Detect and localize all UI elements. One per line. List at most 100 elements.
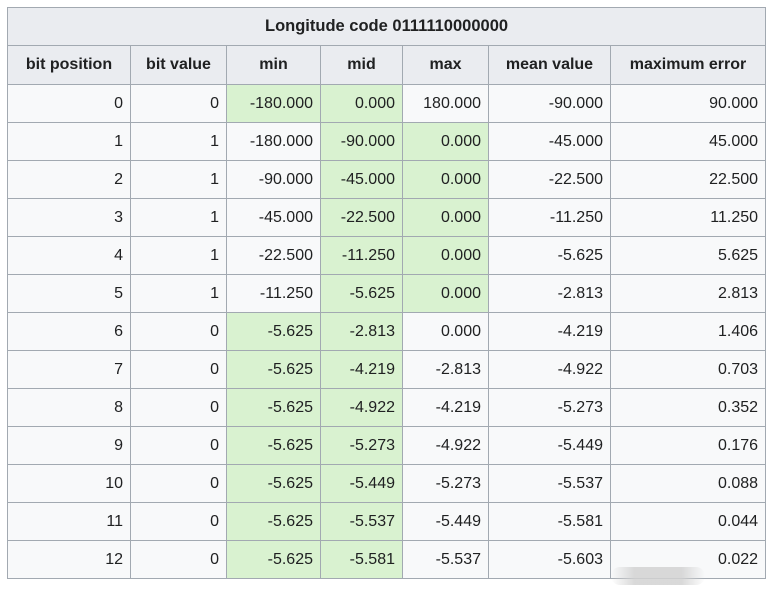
min-cell: -11.250	[226, 274, 321, 313]
header-min: min	[226, 45, 321, 85]
mean-value-cell: -22.500	[488, 160, 611, 199]
bit-position-cell: 12	[7, 540, 131, 579]
mean-value-cell: -5.537	[488, 464, 611, 503]
min-cell: -180.000	[226, 122, 321, 161]
max-cell: 0.000	[402, 122, 489, 161]
table-row: 1 1 -180.000 -90.000 0.000 -45.000 45.000	[7, 122, 767, 161]
maximum-error-cell: 2.813	[609, 274, 767, 313]
maximum-error-cell: 0.703	[609, 350, 767, 389]
mid-cell: -5.537	[320, 502, 403, 541]
table-row: 9 0 -5.625 -5.273 -4.922 -5.449 0.176	[7, 426, 767, 465]
min-cell: -22.500	[226, 236, 321, 275]
bit-position-cell: 1	[7, 122, 131, 161]
table-row: 7 0 -5.625 -4.219 -2.813 -4.922 0.703	[7, 350, 767, 389]
mid-cell: -5.449	[320, 464, 403, 503]
bit-position-cell: 2	[7, 160, 131, 199]
bit-position-cell: 8	[7, 388, 131, 427]
table-row: 6 0 -5.625 -2.813 0.000 -4.219 1.406	[7, 312, 767, 351]
bit-position-cell: 6	[7, 312, 131, 351]
min-cell: -5.625	[226, 502, 321, 541]
bit-position-cell: 9	[7, 426, 131, 465]
max-cell: -5.449	[402, 502, 489, 541]
bit-value-cell: 0	[130, 502, 227, 541]
mean-value-cell: -45.000	[488, 122, 611, 161]
bit-position-cell: 11	[7, 502, 131, 541]
min-cell: -5.625	[226, 426, 321, 465]
max-cell: -5.273	[402, 464, 489, 503]
max-cell: 180.000	[402, 84, 489, 123]
longitude-code-table: Longitude code 0111110000000 bit positio…	[6, 7, 767, 579]
maximum-error-cell: 0.176	[609, 426, 767, 465]
max-cell: -4.219	[402, 388, 489, 427]
min-cell: -5.625	[226, 464, 321, 503]
mean-value-cell: -5.273	[488, 388, 611, 427]
bit-position-cell: 7	[7, 350, 131, 389]
mid-cell: -2.813	[320, 312, 403, 351]
min-cell: -90.000	[226, 160, 321, 199]
bit-value-cell: 0	[130, 464, 227, 503]
bit-position-cell: 4	[7, 236, 131, 275]
header-bit-value: bit value	[130, 45, 227, 85]
table-row: 4 1 -22.500 -11.250 0.000 -5.625 5.625	[7, 236, 767, 275]
mid-cell: -5.273	[320, 426, 403, 465]
mean-value-cell: -5.603	[488, 540, 611, 579]
maximum-error-cell: 90.000	[609, 84, 767, 123]
bit-value-cell: 0	[130, 84, 227, 123]
max-cell: 0.000	[402, 312, 489, 351]
mid-cell: -22.500	[320, 198, 403, 237]
header-mid: mid	[320, 45, 403, 85]
mean-value-cell: -11.250	[488, 198, 611, 237]
bit-value-cell: 1	[130, 160, 227, 199]
table-row: 8 0 -5.625 -4.922 -4.219 -5.273 0.352	[7, 388, 767, 427]
mid-cell: -4.219	[320, 350, 403, 389]
table-caption: Longitude code 0111110000000	[6, 7, 767, 46]
table-row: 12 0 -5.625 -5.581 -5.537 -5.603 0.022	[7, 540, 767, 579]
mean-value-cell: -5.449	[488, 426, 611, 465]
min-cell: -45.000	[226, 198, 321, 237]
table-row: 0 0 -180.000 0.000 180.000 -90.000 90.000	[7, 84, 767, 123]
mean-value-cell: -5.581	[488, 502, 611, 541]
header-mean-value: mean value	[488, 45, 611, 85]
table-body: 0 0 -180.000 0.000 180.000 -90.000 90.000 1 1 -18…	[7, 84, 767, 579]
bit-value-cell: 1	[130, 236, 227, 275]
table-row: 11 0 -5.625 -5.537 -5.449 -5.581 0.044	[7, 502, 767, 541]
caption-row: Longitude code 0111110000000	[6, 7, 767, 46]
bit-position-cell: 3	[7, 198, 131, 237]
max-cell: -4.922	[402, 426, 489, 465]
table-row: 5 1 -11.250 -5.625 0.000 -2.813 2.813	[7, 274, 767, 313]
header-maximum-error: maximum error	[609, 45, 767, 85]
maximum-error-cell: 11.250	[609, 198, 767, 237]
bit-value-cell: 0	[130, 426, 227, 465]
bit-position-cell: 5	[7, 274, 131, 313]
bit-value-cell: 0	[130, 388, 227, 427]
max-cell: 0.000	[402, 198, 489, 237]
mid-cell: -4.922	[320, 388, 403, 427]
min-cell: -5.625	[226, 350, 321, 389]
maximum-error-cell: 5.625	[609, 236, 767, 275]
mean-value-cell: -90.000	[488, 84, 611, 123]
mid-cell: 0.000	[320, 84, 403, 123]
table-row: 10 0 -5.625 -5.449 -5.273 -5.537 0.088	[7, 464, 767, 503]
max-cell: -5.537	[402, 540, 489, 579]
maximum-error-cell: 0.044	[609, 502, 767, 541]
bit-value-cell: 0	[130, 312, 227, 351]
maximum-error-cell: 1.406	[609, 312, 767, 351]
header-row: bit position bit value min mid max mean …	[7, 45, 767, 85]
table-row: 3 1 -45.000 -22.500 0.000 -11.250 11.250	[7, 198, 767, 237]
min-cell: -5.625	[226, 388, 321, 427]
mid-cell: -11.250	[320, 236, 403, 275]
bit-value-cell: 0	[130, 540, 227, 579]
header-bit-position: bit position	[7, 45, 131, 85]
maximum-error-cell: 0.088	[609, 464, 767, 503]
bit-position-cell: 0	[7, 84, 131, 123]
min-cell: -5.625	[226, 312, 321, 351]
min-cell: -180.000	[226, 84, 321, 123]
mid-cell: -5.625	[320, 274, 403, 313]
bit-value-cell: 1	[130, 122, 227, 161]
mid-cell: -45.000	[320, 160, 403, 199]
maximum-error-cell: 22.500	[609, 160, 767, 199]
max-cell: -2.813	[402, 350, 489, 389]
min-cell: -5.625	[226, 540, 321, 579]
table-row: 2 1 -90.000 -45.000 0.000 -22.500 22.500	[7, 160, 767, 199]
